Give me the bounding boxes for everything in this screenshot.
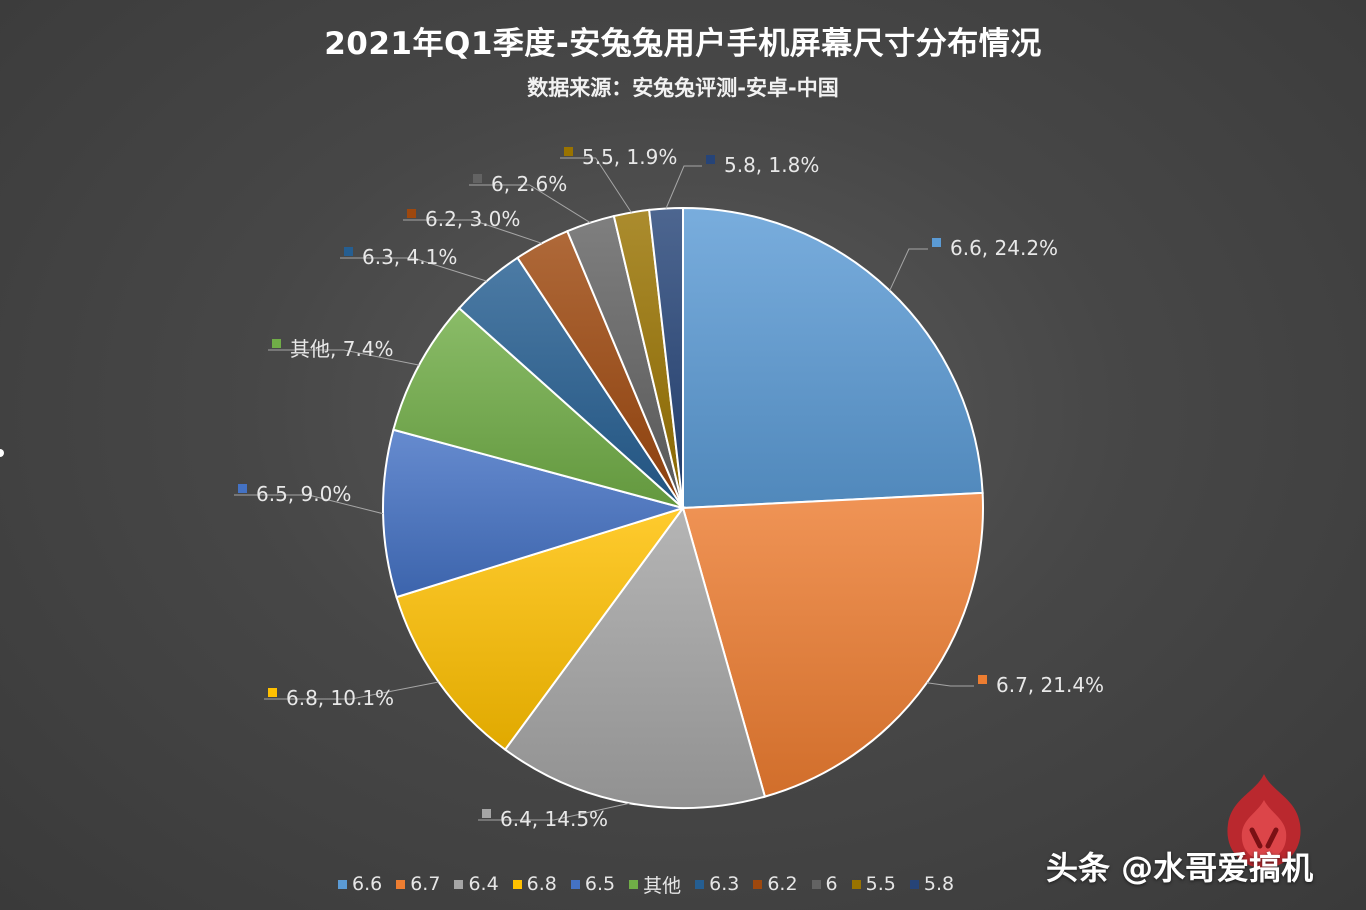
legend-item-6.4: 6.4 bbox=[454, 873, 499, 895]
data-label-6: 6, 2.6% bbox=[491, 172, 567, 196]
legend-label: 5.5 bbox=[865, 873, 896, 895]
legend-swatch bbox=[338, 879, 347, 889]
data-label-5.8: 5.8, 1.8% bbox=[724, 153, 819, 177]
legend-swatch bbox=[570, 879, 580, 889]
data-label-6.5: 6.5, 9.0% bbox=[256, 482, 351, 506]
legend-item-6.8: 6.8 bbox=[512, 873, 557, 895]
data-label-6.7: 6.7, 21.4% bbox=[996, 673, 1104, 697]
data-label-swatch-6.8 bbox=[268, 688, 277, 697]
data-label-swatch-其他 bbox=[272, 339, 281, 348]
legend-label: 6.2 bbox=[767, 873, 798, 895]
leader-line-6.3 bbox=[340, 257, 487, 282]
data-label-swatch-6.6 bbox=[932, 238, 941, 247]
legend-item-6.5: 6.5 bbox=[570, 873, 616, 895]
data-label-swatch-6 bbox=[473, 174, 482, 183]
legend-label: 6.4 bbox=[468, 873, 499, 895]
leader-line-5.5 bbox=[560, 157, 632, 213]
legend-label: 其他 bbox=[643, 874, 682, 897]
legend-label: 6 bbox=[825, 873, 838, 895]
legend-label: 5.8 bbox=[923, 873, 955, 895]
chart-subtitle: 数据来源：安兔兔评测-安卓-中国 bbox=[527, 76, 839, 100]
legend-label: 6.8 bbox=[526, 873, 557, 895]
data-label-6.4: 6.4, 14.5% bbox=[500, 807, 608, 831]
legend-swatch bbox=[851, 879, 861, 889]
data-label-6.2: 6.2, 3.0% bbox=[425, 207, 520, 231]
legend-swatch bbox=[396, 879, 406, 889]
legend-label: 6.3 bbox=[709, 873, 740, 895]
data-label-6.3: 6.3, 4.1% bbox=[362, 245, 457, 269]
leader-line-6.7 bbox=[926, 682, 974, 687]
legend-swatch bbox=[909, 879, 919, 889]
legend-label: 6.5 bbox=[584, 873, 616, 895]
legend-swatch bbox=[512, 879, 522, 889]
data-label-6.6: 6.6, 24.2% bbox=[950, 236, 1058, 260]
chart-title: 2021年Q1季度-安兔兔用户手机屏幕尺寸分布情况 bbox=[324, 26, 1042, 62]
legend-swatch bbox=[811, 879, 821, 889]
leader-line-6 bbox=[469, 184, 591, 224]
data-label-swatch-5.8 bbox=[706, 155, 715, 164]
data-label-swatch-6.3 bbox=[344, 247, 353, 256]
data-label-swatch-5.5 bbox=[564, 147, 573, 156]
flame-logo-icon bbox=[1227, 774, 1301, 868]
legend-swatch bbox=[629, 879, 639, 889]
edge-marker bbox=[0, 449, 4, 457]
legend-item-其他: 其他 bbox=[629, 871, 681, 898]
legend-item-6: 6 bbox=[811, 873, 838, 895]
data-label-其他: 其他, 7.4% bbox=[290, 337, 394, 361]
pie-slice-其他 bbox=[392, 306, 684, 509]
legend-label: 6.6 bbox=[352, 873, 383, 895]
legend-item-6.2: 6.2 bbox=[753, 873, 798, 895]
leader-line-6.4 bbox=[478, 802, 630, 821]
leader-line-6.8 bbox=[264, 681, 439, 700]
legend-label: 6.7 bbox=[410, 873, 441, 895]
legend-swatch bbox=[454, 879, 464, 889]
data-label-swatch-6.7 bbox=[978, 675, 987, 684]
legend-item-6.3: 6.3 bbox=[695, 873, 739, 895]
leader-line-6.5 bbox=[234, 494, 384, 515]
leader-line-6.6 bbox=[889, 248, 928, 291]
watermark-text: 头条 @水哥爱搞机 bbox=[1046, 849, 1314, 887]
pie-slice-6.6 bbox=[682, 206, 984, 510]
leader-line-6.2 bbox=[403, 219, 542, 244]
legend-item-5.5: 5.5 bbox=[851, 873, 896, 895]
data-label-swatch-6.5 bbox=[238, 484, 247, 493]
legend-item-6.7: 6.7 bbox=[396, 873, 440, 895]
legend-item-6.6: 6.6 bbox=[338, 873, 382, 895]
legend-item-5.8: 5.8 bbox=[909, 873, 955, 895]
leader-line-其他 bbox=[268, 349, 420, 366]
legend-swatch bbox=[753, 879, 763, 889]
data-label-6.8: 6.8, 10.1% bbox=[286, 686, 394, 710]
leader-line-5.8 bbox=[665, 165, 702, 209]
chart-legend: 6.6 6.7 6.4 6.8 6.5 其他 6.3 6.2 6 5.5 5.8 bbox=[338, 871, 954, 897]
legend-swatch bbox=[695, 879, 705, 889]
data-label-5.5: 5.5, 1.9% bbox=[582, 145, 677, 169]
pie-slice-6.8 bbox=[395, 506, 686, 751]
data-label-swatch-6.2 bbox=[407, 209, 416, 218]
data-label-swatch-6.4 bbox=[482, 809, 491, 818]
